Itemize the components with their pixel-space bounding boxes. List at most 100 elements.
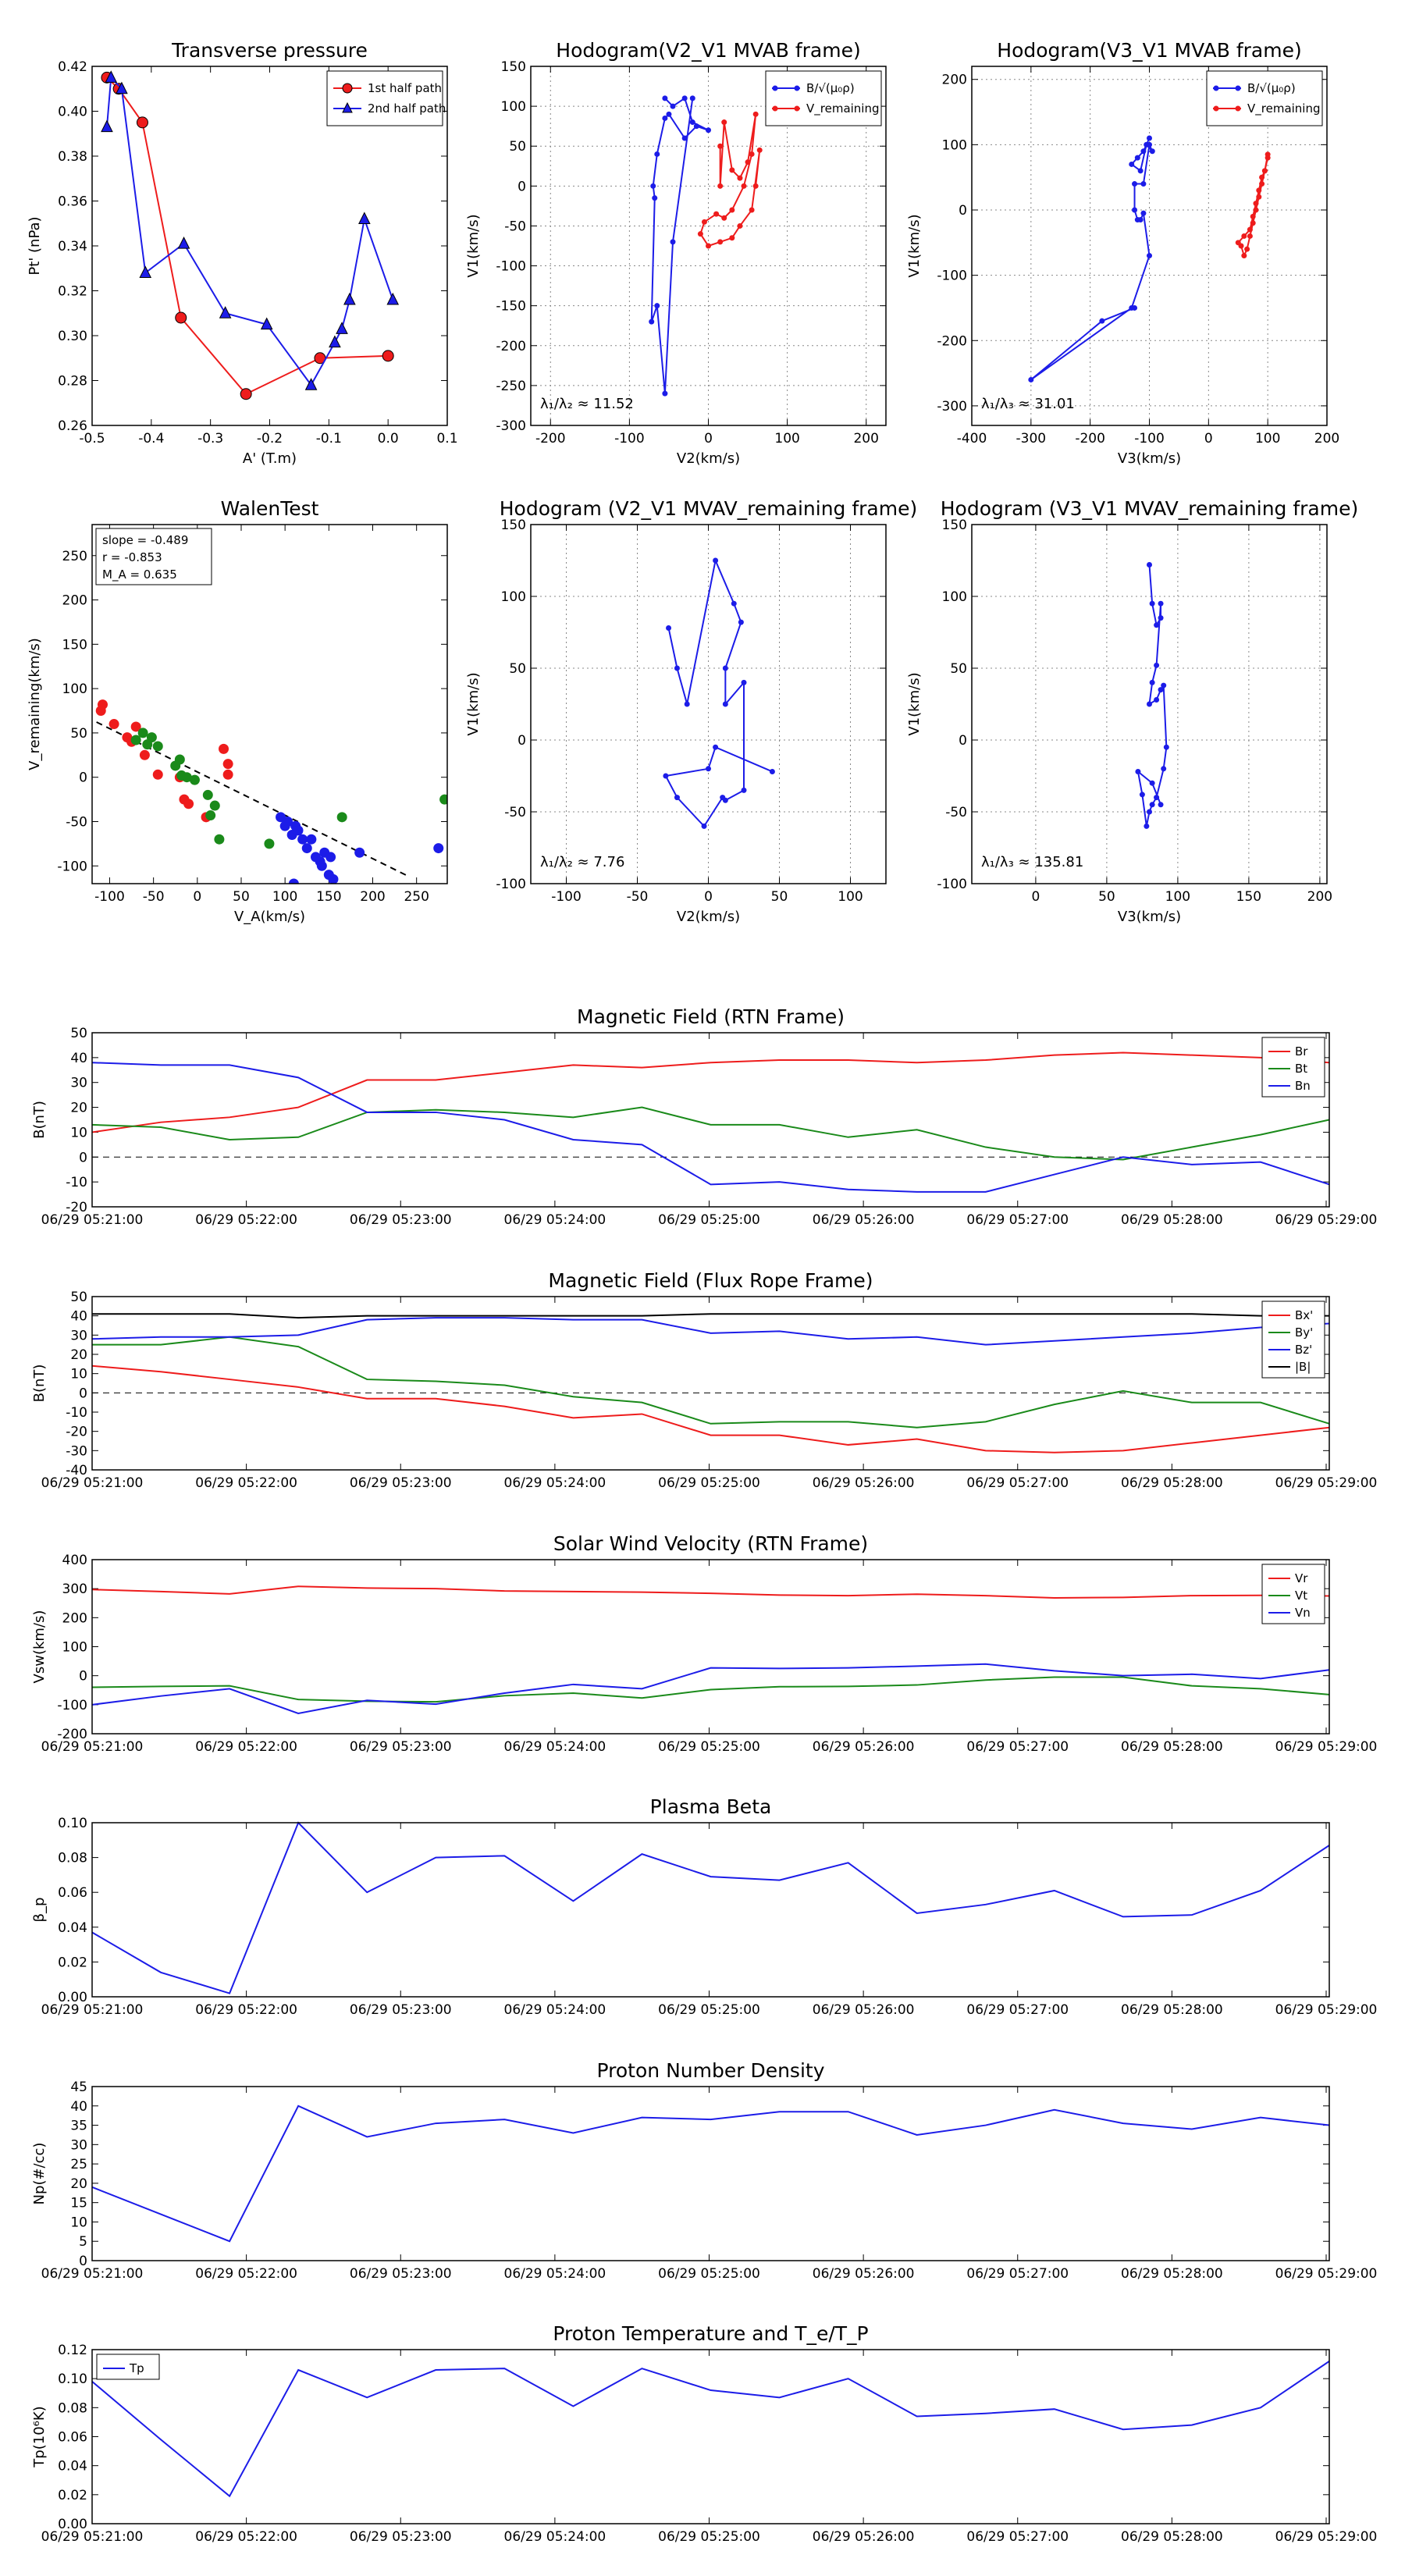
y-tick-label: -50 xyxy=(66,814,87,830)
axes-frame xyxy=(971,524,1328,884)
y-tick-label: 150 xyxy=(62,637,87,653)
axes-frame xyxy=(91,2349,1330,2524)
chart-title: Transverse pressure xyxy=(171,39,368,62)
series-line-Vr xyxy=(91,1585,1330,1599)
axes-frame xyxy=(530,524,887,884)
data-point xyxy=(325,852,336,863)
data-point xyxy=(306,834,317,845)
y-axis-label: V1(km/s) xyxy=(465,214,482,277)
x-tick-label: -200 xyxy=(1075,431,1105,447)
eigen-ratio-annotation: λ₁/λ₃ ≈ 31.01 xyxy=(981,396,1075,412)
y-tick-label: 50 xyxy=(509,661,526,677)
data-marker xyxy=(738,619,744,625)
data-marker xyxy=(681,135,688,141)
y-tick-label: 50 xyxy=(509,139,526,155)
x-tick-label: 200 xyxy=(853,431,878,447)
y-tick-label: 0.10 xyxy=(58,1816,87,1831)
data-marker xyxy=(1144,823,1150,829)
data-point xyxy=(222,769,233,780)
y-tick-label: -250 xyxy=(496,379,526,394)
chart-title: Plasma Beta xyxy=(650,1795,772,1818)
chart-panel-p12: 06/29 05:21:00 06/29 05:22:00 06/29 05:23:… xyxy=(31,2322,1377,2545)
chart-title: WalenTest xyxy=(221,497,319,520)
y-tick-label: 0 xyxy=(959,203,967,219)
data-marker xyxy=(666,111,672,117)
y-tick-label: -20 xyxy=(66,1200,87,1215)
data-marker xyxy=(1247,233,1253,239)
chart-title: Proton Temperature and T_e/T_P xyxy=(553,2322,868,2345)
eigen-ratio-value: 7.76 xyxy=(593,854,624,870)
data-marker xyxy=(729,167,735,173)
y-tick-label: 40 xyxy=(70,1309,87,1325)
data-marker xyxy=(1158,615,1164,621)
legend-label: V_remaining xyxy=(806,101,880,116)
legend-box xyxy=(1261,1300,1325,1379)
legend-label: B/√(μ₀ρ) xyxy=(1247,81,1296,95)
x-tick-label: -0.3 xyxy=(197,431,223,447)
series-line-Bt xyxy=(91,1106,1330,1161)
eigen-ratio-symbol: λ₁/λ₂ ≈ xyxy=(540,854,593,870)
data-marker xyxy=(105,70,118,83)
data-marker xyxy=(382,350,394,362)
data-marker xyxy=(1154,622,1160,628)
y-tick-label: 0.40 xyxy=(58,105,87,120)
y-tick-label: 0.28 xyxy=(58,374,87,390)
x-tick-label: 06/29 05:24:00 xyxy=(504,2002,606,2018)
stats-line: slope = -0.489 xyxy=(102,533,188,547)
eigen-ratio-annotation: λ₁/λ₂ ≈ 7.76 xyxy=(540,854,624,870)
x-tick-label: 06/29 05:21:00 xyxy=(41,1212,144,1228)
x-tick-label: 06/29 05:25:00 xyxy=(658,2529,760,2545)
data-marker xyxy=(1261,168,1268,174)
x-tick-label: 150 xyxy=(316,889,341,905)
data-marker xyxy=(674,665,680,671)
data-point xyxy=(354,847,365,858)
x-tick-label: 06/29 05:21:00 xyxy=(41,2266,144,2282)
data-point xyxy=(130,721,141,732)
x-axis-label: V3(km/s) xyxy=(1118,450,1181,467)
plot-area xyxy=(1135,562,1169,829)
y-tick-label: -40 xyxy=(66,1463,87,1478)
y-tick-label: 0.10 xyxy=(58,2371,87,2387)
x-tick-label: 50 xyxy=(1098,889,1115,905)
data-point xyxy=(336,812,347,823)
x-tick-label: -200 xyxy=(535,431,566,447)
y-axis-label: B(nT) xyxy=(31,1101,48,1139)
plot-area xyxy=(95,699,447,884)
x-tick-label: 06/29 05:28:00 xyxy=(1121,2529,1223,2545)
legend-box xyxy=(1206,70,1323,126)
data-marker xyxy=(681,95,688,101)
x-tick-label: -100 xyxy=(551,889,582,905)
legend-label: 1st half path xyxy=(368,81,442,95)
legend-marker xyxy=(1213,105,1219,112)
stats-box xyxy=(95,528,212,585)
x-tick-label: 06/29 05:27:00 xyxy=(966,2266,1069,2282)
data-marker xyxy=(1247,226,1253,233)
y-tick-label: 0.32 xyxy=(58,284,87,300)
y-tick-label: 0.26 xyxy=(58,418,87,434)
data-marker xyxy=(139,265,152,278)
y-tick-label: 0 xyxy=(79,1150,87,1165)
data-marker xyxy=(741,183,747,189)
y-tick-label: -100 xyxy=(496,877,526,892)
x-tick-label: 06/29 05:21:00 xyxy=(41,2529,144,2545)
y-tick-label: -20 xyxy=(66,1425,87,1440)
chart-panel-p10: 06/29 05:21:00 06/29 05:22:00 06/29 05:23:… xyxy=(31,1795,1377,2018)
data-marker xyxy=(1253,207,1259,213)
y-tick-label: -200 xyxy=(57,1727,87,1742)
data-point xyxy=(174,754,185,765)
y-tick-label: 0.38 xyxy=(58,149,87,165)
data-marker xyxy=(1250,220,1256,226)
data-point xyxy=(205,810,216,821)
axes-frame xyxy=(91,2086,1330,2261)
y-tick-label: -200 xyxy=(496,339,526,354)
data-marker xyxy=(662,390,668,397)
x-tick-label: -0.2 xyxy=(257,431,283,447)
x-tick-label: 06/29 05:28:00 xyxy=(1121,1212,1223,1228)
x-tick-label: 0.1 xyxy=(436,431,457,447)
data-marker xyxy=(175,311,187,324)
data-marker xyxy=(713,211,720,217)
x-tick-label: 06/29 05:27:00 xyxy=(966,1212,1069,1228)
x-tick-label: 06/29 05:29:00 xyxy=(1275,2002,1378,2018)
data-marker xyxy=(697,231,703,237)
y-tick-label: -50 xyxy=(945,805,967,820)
